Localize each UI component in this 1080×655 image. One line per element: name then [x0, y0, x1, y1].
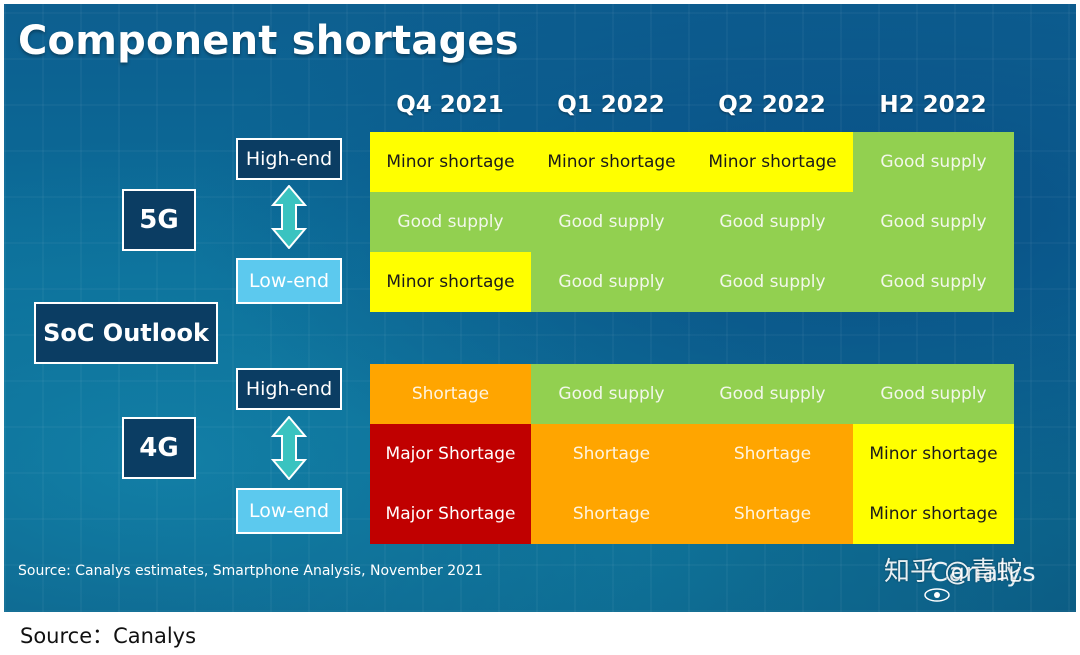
status-cell-4g-high-end-1: Shortage — [370, 364, 531, 424]
status-cell-5g-middle-4: Good supply — [853, 192, 1014, 252]
status-cell-5g-high-end-2: Minor shortage — [531, 132, 692, 192]
eye-logo-icon — [924, 588, 950, 602]
status-cell-4g-low-end-1: Major Shortage — [370, 484, 531, 544]
column-header-h2-2022: H2 2022 — [879, 92, 987, 118]
row-label-4g-high-end: High-end — [236, 368, 342, 410]
brand-label: Canalys — [930, 558, 1037, 588]
row-label-4g-low-end: Low-end — [236, 488, 342, 534]
status-cell-4g-middle-3: Shortage — [692, 424, 853, 484]
status-cell-4g-middle-2: Shortage — [531, 424, 692, 484]
column-header-q1-2022: Q1 2022 — [557, 92, 665, 118]
row-label-5g-high-end: High-end — [236, 138, 342, 180]
status-cell-4g-middle-4: Minor shortage — [853, 424, 1014, 484]
status-cell-4g-high-end-2: Good supply — [531, 364, 692, 424]
status-cell-4g-high-end-4: Good supply — [853, 364, 1014, 424]
status-cell-5g-high-end-4: Good supply — [853, 132, 1014, 192]
source-note: Source: Canalys estimates, Smartphone An… — [18, 563, 483, 579]
status-cell-4g-low-end-3: Shortage — [692, 484, 853, 544]
group-label-5g: 5G — [122, 189, 196, 251]
status-cell-5g-middle-3: Good supply — [692, 192, 853, 252]
status-cell-5g-low-end-2: Good supply — [531, 252, 692, 312]
status-cell-5g-middle-1: Good supply — [370, 192, 531, 252]
status-cell-4g-low-end-2: Shortage — [531, 484, 692, 544]
status-cell-4g-high-end-3: Good supply — [692, 364, 853, 424]
status-cell-5g-low-end-1: Minor shortage — [370, 252, 531, 312]
status-cell-4g-middle-1: Major Shortage — [370, 424, 531, 484]
soc-outlook-label: SoC Outlook — [34, 302, 218, 364]
chart-title: Component shortages — [18, 18, 519, 64]
group-label-4g: 4G — [122, 417, 196, 479]
double-arrow-4g-icon — [270, 416, 308, 480]
status-cell-5g-high-end-1: Minor shortage — [370, 132, 531, 192]
column-header-q2-2022: Q2 2022 — [718, 92, 826, 118]
double-arrow-5g-icon — [270, 185, 308, 249]
status-cell-5g-low-end-3: Good supply — [692, 252, 853, 312]
watermark-text: 知乎 @青蛇 — [884, 557, 1023, 587]
status-cell-5g-middle-2: Good supply — [531, 192, 692, 252]
status-cell-5g-high-end-3: Minor shortage — [692, 132, 853, 192]
column-header-q4-2021: Q4 2021 — [396, 92, 504, 118]
row-label-5g-low-end: Low-end — [236, 258, 342, 304]
status-cell-5g-low-end-4: Good supply — [853, 252, 1014, 312]
chart-slide: Component shortages Q4 2021 Q1 2022 Q2 2… — [4, 4, 1076, 612]
status-cell-4g-low-end-4: Minor shortage — [853, 484, 1014, 544]
figure-caption: Source：Canalys — [20, 624, 197, 648]
